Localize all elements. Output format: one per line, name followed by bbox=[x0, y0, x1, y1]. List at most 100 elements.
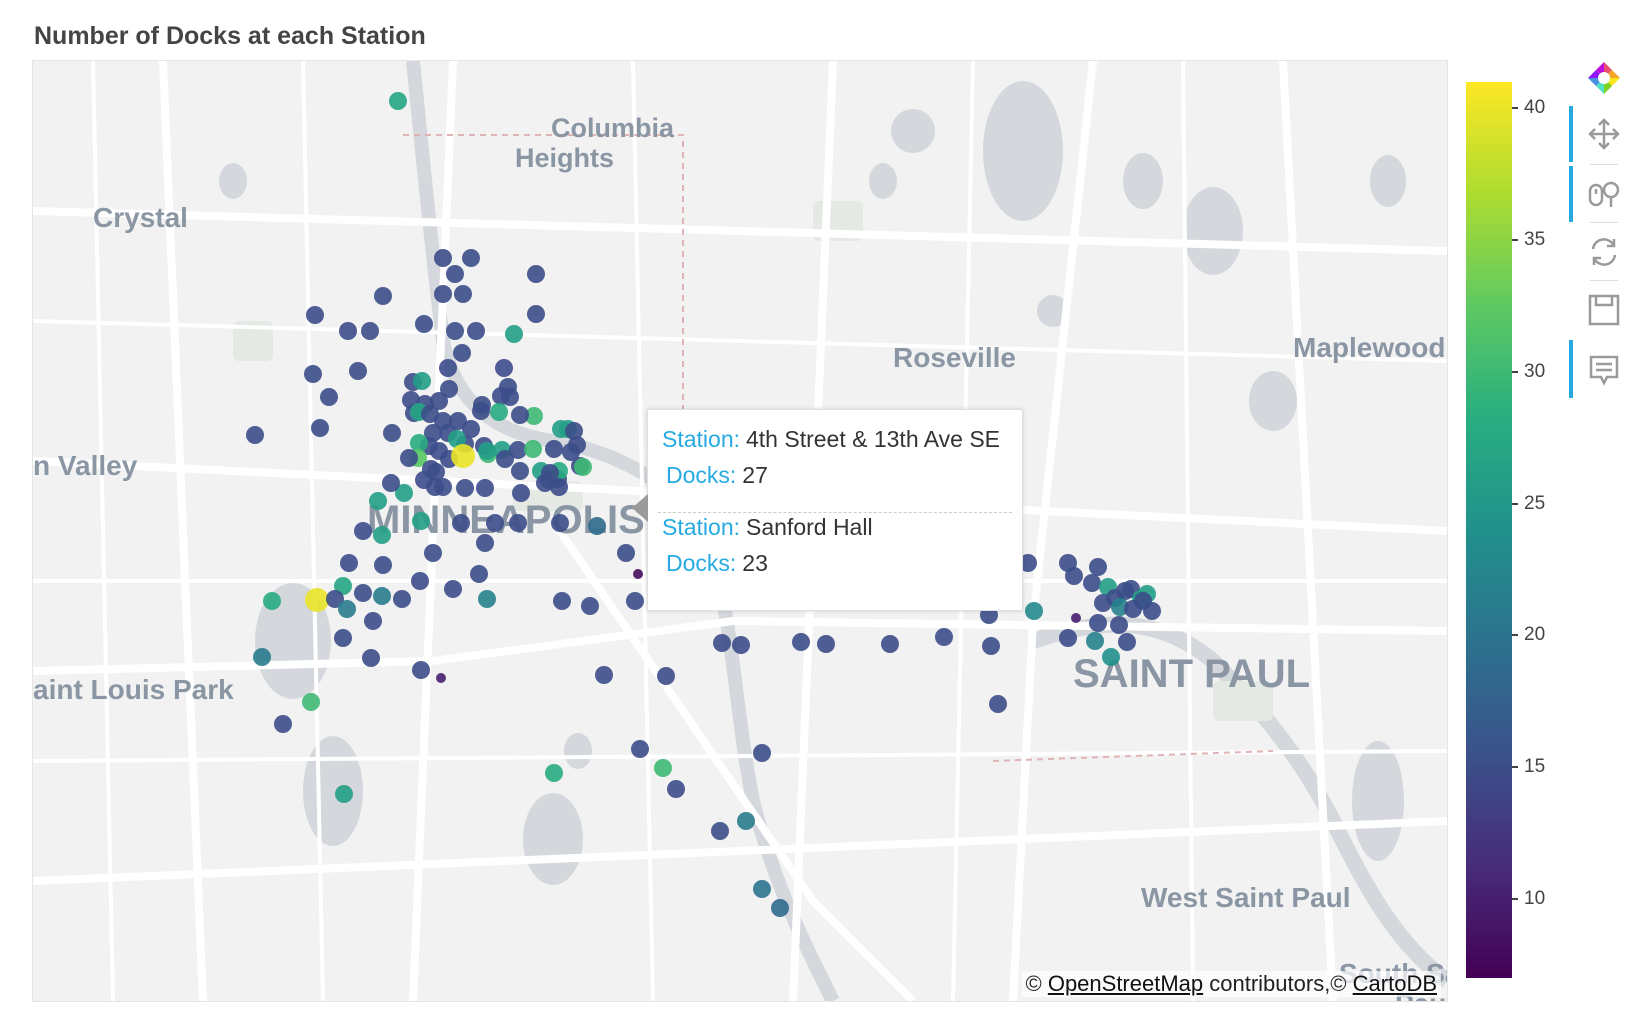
station-point[interactable] bbox=[338, 600, 356, 618]
station-point[interactable] bbox=[771, 899, 789, 917]
station-point[interactable] bbox=[550, 478, 568, 496]
station-point[interactable] bbox=[492, 387, 510, 405]
station-point[interactable] bbox=[626, 592, 644, 610]
station-point[interactable] bbox=[334, 629, 352, 647]
station-point[interactable] bbox=[476, 479, 494, 497]
station-point[interactable] bbox=[753, 880, 771, 898]
reset-icon[interactable] bbox=[1584, 232, 1624, 272]
station-point[interactable] bbox=[439, 359, 457, 377]
station-point[interactable] bbox=[383, 424, 401, 442]
station-point[interactable] bbox=[424, 544, 442, 562]
station-point[interactable] bbox=[434, 249, 452, 267]
station-point[interactable] bbox=[496, 450, 514, 468]
station-point[interactable] bbox=[389, 92, 407, 110]
station-point[interactable] bbox=[511, 406, 529, 424]
bokeh-logo-icon[interactable] bbox=[1584, 58, 1624, 98]
station-point[interactable] bbox=[1102, 648, 1120, 666]
station-point[interactable] bbox=[349, 362, 367, 380]
station-point[interactable] bbox=[667, 780, 685, 798]
station-point[interactable] bbox=[817, 635, 835, 653]
station-point[interactable] bbox=[631, 740, 649, 758]
station-point[interactable] bbox=[412, 661, 430, 679]
station-point[interactable] bbox=[395, 484, 413, 502]
station-point[interactable] bbox=[478, 442, 496, 460]
station-point[interactable] bbox=[574, 458, 592, 476]
station-point[interactable] bbox=[306, 306, 324, 324]
station-point[interactable] bbox=[456, 479, 474, 497]
station-point[interactable] bbox=[711, 822, 729, 840]
station-point[interactable] bbox=[364, 612, 382, 630]
station-point[interactable] bbox=[595, 666, 613, 684]
station-point[interactable] bbox=[413, 372, 431, 390]
station-point[interactable] bbox=[462, 420, 480, 438]
station-point[interactable] bbox=[311, 419, 329, 437]
station-point[interactable] bbox=[334, 577, 352, 595]
station-point[interactable] bbox=[462, 249, 480, 267]
station-point[interactable] bbox=[434, 478, 452, 496]
station-point[interactable] bbox=[476, 534, 494, 552]
station-point[interactable] bbox=[354, 584, 372, 602]
station-point[interactable] bbox=[527, 305, 545, 323]
station-point[interactable] bbox=[361, 322, 379, 340]
station-point[interactable] bbox=[374, 556, 392, 574]
station-point[interactable] bbox=[581, 597, 599, 615]
station-point[interactable] bbox=[373, 526, 391, 544]
station-point[interactable] bbox=[246, 426, 264, 444]
station-point[interactable] bbox=[1134, 592, 1152, 610]
hover-icon[interactable] bbox=[1584, 350, 1624, 390]
station-point[interactable] bbox=[486, 514, 504, 532]
station-point[interactable] bbox=[453, 344, 471, 362]
station-point[interactable] bbox=[320, 388, 338, 406]
station-point[interactable] bbox=[410, 434, 428, 452]
station-point[interactable] bbox=[448, 430, 466, 448]
station-point[interactable] bbox=[881, 635, 899, 653]
wheel-zoom-icon[interactable] bbox=[1584, 174, 1624, 214]
station-point[interactable] bbox=[1086, 632, 1104, 650]
station-point[interactable] bbox=[430, 392, 448, 410]
station-point[interactable] bbox=[935, 628, 953, 646]
station-point[interactable] bbox=[1118, 633, 1136, 651]
station-point[interactable] bbox=[1025, 602, 1043, 620]
station-point[interactable] bbox=[472, 402, 490, 420]
station-point[interactable] bbox=[446, 265, 464, 283]
station-point[interactable] bbox=[617, 544, 635, 562]
station-point[interactable] bbox=[495, 359, 513, 377]
station-point[interactable] bbox=[434, 285, 452, 303]
station-point[interactable] bbox=[400, 449, 418, 467]
station-point[interactable] bbox=[369, 492, 387, 510]
station-point[interactable] bbox=[657, 667, 675, 685]
station-point[interactable] bbox=[1071, 613, 1081, 623]
station-point[interactable] bbox=[490, 403, 508, 421]
station-point[interactable] bbox=[545, 764, 563, 782]
station-point[interactable] bbox=[527, 265, 545, 283]
map-canvas[interactable]: Columbia Heights Crystal Roseville Maplewood… bbox=[32, 60, 1448, 1002]
station-point[interactable] bbox=[393, 590, 411, 608]
save-icon[interactable] bbox=[1584, 290, 1624, 330]
station-point[interactable] bbox=[509, 441, 527, 459]
station-point[interactable] bbox=[633, 569, 643, 579]
station-point[interactable] bbox=[505, 325, 523, 343]
station-point[interactable] bbox=[412, 512, 430, 530]
station-point[interactable] bbox=[440, 380, 458, 398]
station-point[interactable] bbox=[545, 440, 563, 458]
station-point[interactable] bbox=[449, 412, 467, 430]
station-point[interactable] bbox=[340, 554, 358, 572]
openstreetmap-link[interactable]: OpenStreetMap bbox=[1047, 971, 1204, 996]
station-point[interactable] bbox=[362, 649, 380, 667]
station-point[interactable] bbox=[1019, 554, 1037, 572]
station-point[interactable] bbox=[263, 592, 281, 610]
station-point[interactable] bbox=[553, 592, 571, 610]
station-point[interactable] bbox=[304, 365, 322, 383]
station-point[interactable] bbox=[415, 315, 433, 333]
station-point[interactable] bbox=[467, 322, 485, 340]
station-point[interactable] bbox=[305, 588, 329, 612]
cartodb-link[interactable]: CartoDB bbox=[1352, 971, 1437, 996]
station-point[interactable] bbox=[436, 673, 446, 683]
station-point[interactable] bbox=[354, 522, 372, 540]
station-point[interactable] bbox=[1110, 616, 1128, 634]
station-point[interactable] bbox=[446, 322, 464, 340]
station-point[interactable] bbox=[326, 590, 344, 608]
pan-icon[interactable] bbox=[1584, 114, 1624, 154]
station-point[interactable] bbox=[512, 484, 530, 502]
station-point[interactable] bbox=[551, 514, 569, 532]
